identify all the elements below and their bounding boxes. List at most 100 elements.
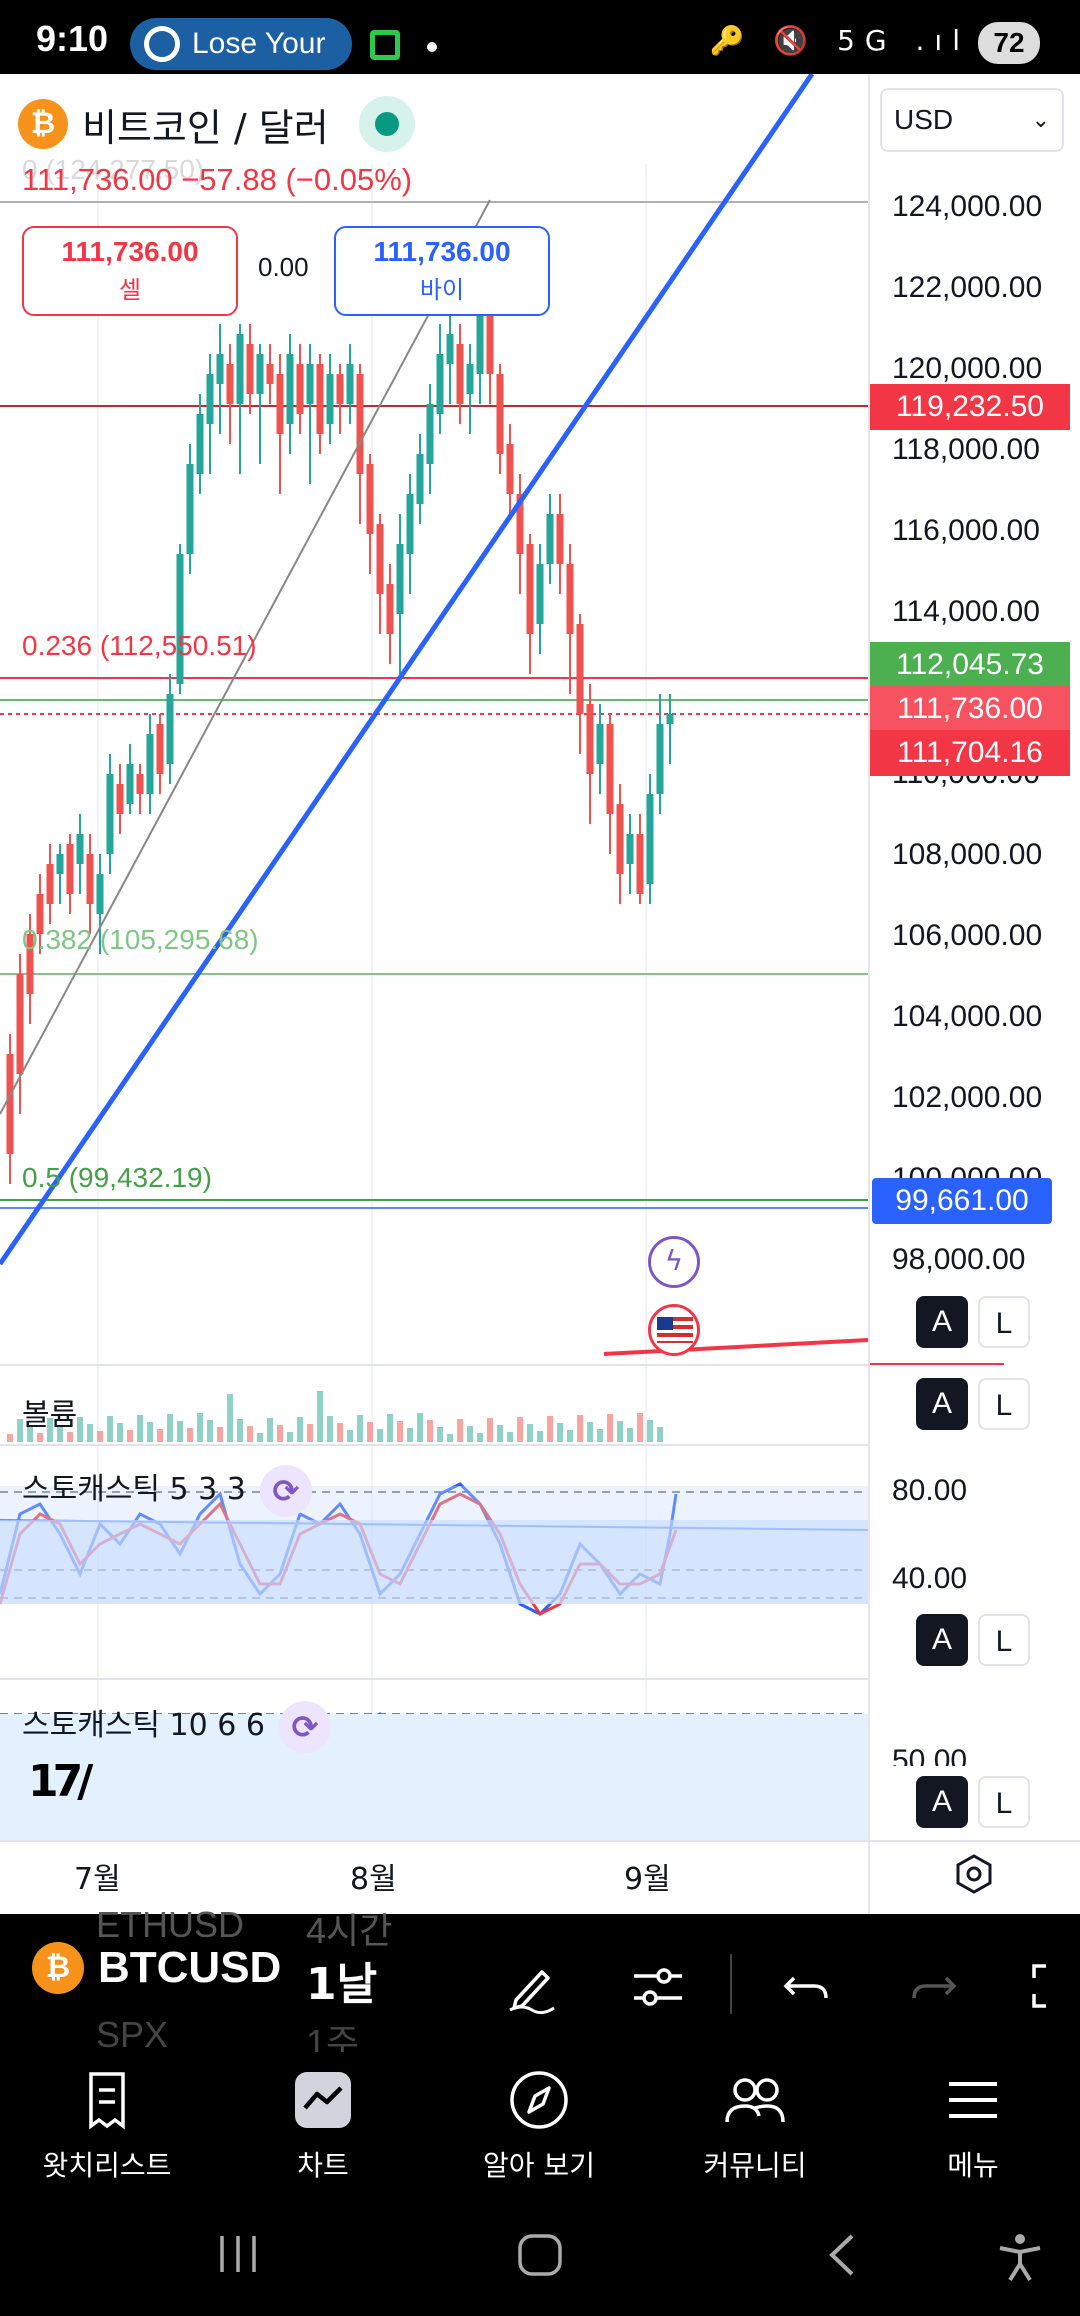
chart-icon <box>295 2072 351 2128</box>
refresh-icon[interactable]: ⟳ <box>259 1464 312 1517</box>
symbol-picker-next[interactable]: SPX <box>96 2014 169 2055</box>
candle-body <box>406 494 414 554</box>
stoch1-band <box>0 1520 868 1604</box>
volume-bar <box>507 1432 513 1442</box>
trendline-red <box>603 1338 869 1356</box>
volume-log-scale-button[interactable]: L <box>978 1378 1030 1430</box>
recent-apps-icon[interactable] <box>214 2232 262 2276</box>
price-tick: 102,000.00 <box>892 1081 1043 1114</box>
nav-community[interactable]: 커뮤니티 <box>670 2066 840 2184</box>
symbol-header[interactable]: ₿ 비트코인 / 달러 <box>18 96 415 152</box>
sell-button[interactable]: 111,736.00 셀 <box>22 226 238 316</box>
candle-body <box>416 454 424 504</box>
candle-body <box>236 334 244 404</box>
candle-body <box>376 524 384 594</box>
price-tag-support: 99,661.00 <box>872 1178 1052 1224</box>
candle-body <box>656 724 664 794</box>
price-tick: 116,000.00 <box>892 514 1040 547</box>
stoch2-log-scale-button[interactable]: L <box>978 1776 1030 1828</box>
interval-picker[interactable]: 1날 <box>306 1959 378 2010</box>
volume-bar <box>67 1432 73 1442</box>
candle-body <box>336 374 344 404</box>
candle-body <box>426 404 434 464</box>
pane-divider <box>0 1678 868 1680</box>
candle-body <box>136 774 144 794</box>
drawing-tools-icon[interactable] <box>502 1956 562 2016</box>
currency-select[interactable]: USD ⌄ <box>880 88 1064 152</box>
nav-community-label: 커뮤니티 <box>703 2149 807 2182</box>
stoch2-auto-scale-button[interactable]: A <box>916 1776 968 1828</box>
candle-body <box>496 374 504 454</box>
candle-body <box>466 364 474 394</box>
stoch1-log-scale-button[interactable]: L <box>978 1614 1030 1666</box>
candle-body <box>46 864 54 904</box>
community-icon <box>725 2078 785 2123</box>
candle-body <box>256 354 264 394</box>
candle-body <box>26 934 34 994</box>
volume-bar <box>627 1428 633 1442</box>
candle-body <box>246 344 254 394</box>
nav-explore[interactable]: 알아 보기 <box>454 2066 624 2184</box>
candle-body <box>86 854 94 904</box>
nav-watchlist[interactable]: 왓치리스트 <box>22 2066 192 2184</box>
market-status-icon[interactable] <box>358 96 415 152</box>
last-price: 111,736.00 <box>22 162 173 197</box>
symbol-picker-prev[interactable]: ETHUSD <box>96 1904 245 1945</box>
candle-body <box>526 544 534 634</box>
volume-bar <box>417 1413 423 1442</box>
ohlc-ghost-text: 0 (124,277.50) <box>22 154 205 185</box>
symbol-picker[interactable]: ₿ BTCUSD <box>32 1942 281 1994</box>
log-scale-button[interactable]: L <box>978 1296 1030 1348</box>
volume-bar <box>357 1415 363 1442</box>
accessibility-icon[interactable] <box>996 2232 1044 2282</box>
symbol-title[interactable]: 비트코인 / 달러 <box>82 105 329 150</box>
undo-icon[interactable] <box>776 1956 836 2016</box>
home-icon[interactable] <box>516 2232 564 2278</box>
volume-bar <box>637 1413 643 1442</box>
nav-chart[interactable]: 차트 <box>238 2066 408 2184</box>
candle-body <box>306 364 314 404</box>
chart-area[interactable]: ₿ 비트코인 / 달러 USD ⌄ 0 (124,277.50) 111,736… <box>0 74 1080 1916</box>
us-flag-event-icon[interactable] <box>648 1304 700 1356</box>
volume-bar <box>117 1423 123 1442</box>
chart-settings-icon[interactable] <box>952 1852 996 1896</box>
system-status-icons: 🔑 🔇 5G .ıl <box>709 24 970 57</box>
volume-bar <box>207 1420 213 1442</box>
volume-bar <box>467 1426 473 1442</box>
candle-body <box>36 894 44 934</box>
volume-bar <box>317 1391 323 1442</box>
interval-picker-prev[interactable]: 4시간 <box>306 1910 393 1951</box>
auto-scale-button[interactable]: A <box>916 1296 968 1348</box>
indicators-icon[interactable] <box>628 1956 688 2016</box>
candle-body <box>106 774 114 854</box>
currency-value: USD <box>894 104 954 135</box>
app-notification-icon <box>370 30 400 60</box>
price-tag-bid: 111,704.16 <box>870 730 1070 776</box>
price-tick: 114,000.00 <box>892 595 1040 628</box>
volume-bar <box>307 1424 313 1442</box>
price-tag-green: 112,045.73 <box>870 642 1070 688</box>
volume-bar <box>657 1427 663 1442</box>
volume-bar <box>267 1418 273 1442</box>
candle-body <box>386 584 394 634</box>
volume-bar <box>367 1422 373 1442</box>
volume-bar <box>107 1416 113 1442</box>
volume-auto-scale-button[interactable]: A <box>916 1378 968 1430</box>
stoch1-auto-scale-button[interactable]: A <box>916 1614 968 1666</box>
redo-icon[interactable] <box>904 1956 964 2016</box>
refresh-icon[interactable]: ⟳ <box>278 1700 331 1753</box>
stoch2-pane-label: 스토캐스틱 10 6 6 ⟳ <box>22 1700 331 1753</box>
stoch1-tick: 40.00 <box>892 1562 968 1595</box>
buy-button[interactable]: 111,736.00 바이 <box>334 226 550 316</box>
fullscreen-icon[interactable] <box>1030 1956 1080 2016</box>
volume-bar <box>57 1425 63 1442</box>
stoch2-tick: 50.00 <box>892 1744 968 1766</box>
time-tick: 7월 <box>74 1862 121 1897</box>
lightning-event-icon[interactable]: ϟ <box>648 1236 700 1288</box>
nav-menu[interactable]: 메뉴 <box>888 2066 1058 2184</box>
volume-bar <box>377 1429 383 1442</box>
back-icon[interactable] <box>822 2232 862 2278</box>
fib-label-05: 0.5 (99,432.19) <box>22 1162 212 1193</box>
media-notification-pill[interactable]: Lose Your <box>130 18 352 70</box>
nav-explore-label: 알아 보기 <box>483 2149 595 2182</box>
